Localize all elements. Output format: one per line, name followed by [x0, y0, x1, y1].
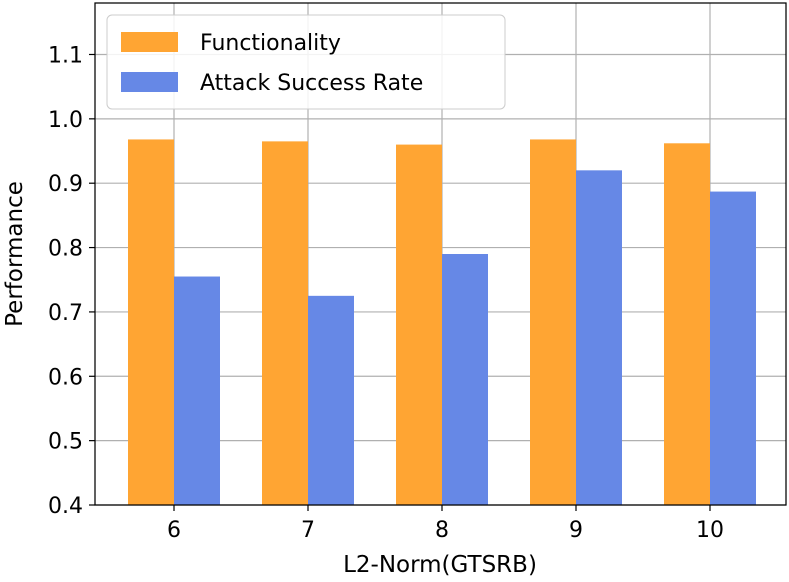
x-axis-label: L2-Norm(GTSRB) — [343, 552, 537, 578]
y-tick-label: 1.1 — [48, 43, 83, 68]
plot-frame — [94, 2, 787, 506]
bar-attack-success-rate-6 — [174, 276, 220, 505]
bar-attack-success-rate-8 — [442, 254, 488, 505]
y-axis-label: Performance — [2, 181, 28, 327]
x-tick-label: 7 — [301, 518, 315, 543]
y-tick-label: 0.7 — [48, 301, 83, 326]
y-tick-label: 0.9 — [48, 172, 83, 197]
y-tick-label: 0.4 — [48, 494, 83, 519]
x-tick-label: 6 — [167, 518, 181, 543]
legend-label-attack-success-rate: Attack Success Rate — [200, 71, 423, 96]
bar-functionality-9 — [530, 139, 576, 505]
bar-functionality-10 — [664, 143, 710, 506]
x-tick-label: 9 — [569, 518, 583, 543]
legend-box — [106, 14, 506, 110]
y-tick-label: 0.5 — [48, 430, 83, 455]
x-tick-label: 8 — [435, 518, 449, 543]
y-tick-label: 0.8 — [48, 237, 83, 262]
bar-attack-success-rate-7 — [308, 295, 354, 505]
bar-functionality-7 — [262, 141, 308, 505]
bar-attack-success-rate-10 — [710, 191, 756, 506]
legend-swatch-attack-success-rate — [121, 72, 178, 92]
bar-functionality-8 — [396, 144, 442, 506]
y-tick-label: 0.6 — [48, 365, 83, 390]
legend: Functionality Attack Success Rate — [106, 14, 506, 110]
x-tick-label: 10 — [696, 518, 724, 543]
bars — [128, 139, 756, 506]
legend-label-functionality: Functionality — [200, 31, 341, 56]
bar-attack-success-rate-9 — [576, 170, 622, 506]
y-tick-label: 1.0 — [48, 108, 83, 133]
legend-swatch-functionality — [121, 32, 178, 52]
bar-functionality-6 — [128, 139, 174, 505]
axis-ticks: 0.4 0.5 0.6 0.7 0.8 0.9 1.0 1.1 6 7 8 9 10 — [48, 43, 724, 543]
